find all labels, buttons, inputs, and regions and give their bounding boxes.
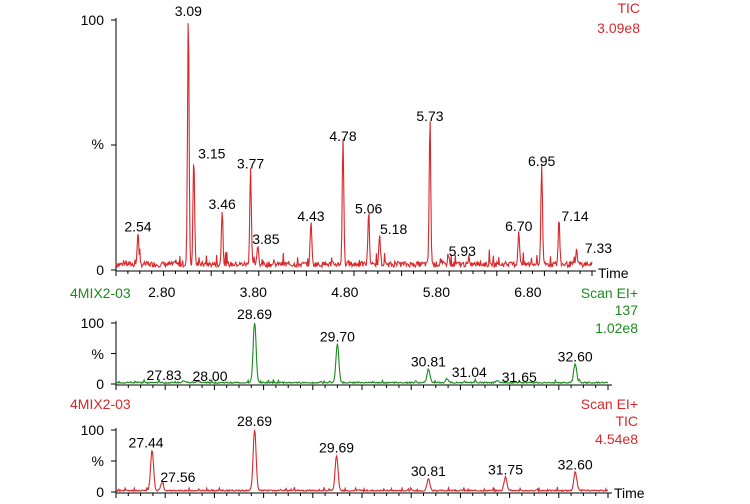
- p1-peak-label: 6.95: [528, 153, 555, 169]
- p1-peak-label: 7.14: [561, 208, 588, 224]
- p1-peak-label: 4.43: [297, 208, 324, 224]
- p3-peak-label: 30.81: [411, 463, 446, 479]
- p3-peak-label: 31.75: [488, 461, 523, 477]
- p3-peak-label: 27.44: [129, 435, 164, 451]
- p1-peak-label: 5.73: [416, 108, 443, 124]
- p1-x-tick-label: 2.80: [148, 284, 175, 300]
- p2-y-mid-label: %: [92, 346, 104, 362]
- p1-x-tick-label: 4.80: [331, 284, 358, 300]
- p2-peak-label: 31.65: [502, 369, 537, 385]
- p3-sample-name: 4MIX2-03: [70, 396, 131, 412]
- p1-x-tick-label: 6.80: [514, 284, 541, 300]
- p1-peak-label: 3.15: [198, 146, 225, 162]
- p1-peak-label: 3.46: [209, 196, 236, 212]
- p2-peak-label: 30.81: [411, 354, 446, 370]
- p1-trace-intensity: 3.09e8: [597, 20, 640, 36]
- p3-y-top-label: 100: [81, 422, 105, 438]
- p3-peak-label: 29.69: [319, 440, 354, 456]
- p2-y-top-label: 100: [81, 315, 105, 331]
- p1-x-tick-label: 5.80: [423, 284, 450, 300]
- p1-y-mid-label: %: [92, 136, 104, 152]
- chart-marks: 2.80 3.80 4.80 5.80 6.80 2.54 3.09 3.15 3.46 3.77…: [111, 3, 612, 498]
- p2-intensity: 1.02e8: [595, 320, 638, 336]
- p1-peak-label: 4.78: [329, 128, 356, 144]
- p3-scan-type: Scan EI+: [581, 396, 638, 412]
- p1-peak-label: 3.77: [237, 156, 264, 172]
- p2-sample-name: 4MIX2-03: [70, 285, 131, 301]
- p1-peak-label: 5.06: [355, 201, 382, 217]
- p2-peak-label: 27.83: [147, 367, 182, 383]
- p2-y-zero-label: 0: [96, 376, 104, 392]
- p3-trace-line: [115, 429, 609, 494]
- p1-peak-label: 7.33: [585, 240, 612, 256]
- p3-peak-label: 32.60: [558, 456, 593, 472]
- p1-y-zero-label: 0: [96, 262, 104, 278]
- p2-peak-label: 28.69: [237, 306, 272, 322]
- p3-peak-label: 27.56: [160, 469, 195, 485]
- p1-x-axis-title: Time: [598, 265, 629, 281]
- p1-peak-label: 3.85: [252, 231, 279, 247]
- p2-scan-type: Scan EI+: [581, 285, 638, 301]
- p2-peak-label: 29.70: [320, 329, 355, 345]
- p2-mass: 137: [615, 302, 639, 318]
- p1-peak-label: 5.93: [449, 243, 476, 259]
- p3-peak-label: 28.69: [237, 413, 272, 429]
- p1-peak-label: 6.70: [505, 218, 532, 234]
- p3-y-zero-label: 0: [96, 484, 104, 499]
- p1-peak-label: 5.18: [380, 221, 407, 237]
- p2-peak-label: 28.00: [192, 368, 227, 384]
- p3-intensity: 4.54e8: [595, 431, 638, 447]
- p1-y-top-label: 100: [81, 12, 105, 28]
- p3-x-axis-title: Time: [614, 485, 645, 499]
- p1-trace-line: [115, 23, 593, 270]
- p1-trace-title: TIC: [617, 0, 640, 16]
- p2-trace-line: [115, 322, 609, 385]
- p3-y-mid-label: %: [92, 453, 104, 469]
- p3-trace-title: TIC: [615, 413, 638, 429]
- p1-peak-label: 2.54: [124, 219, 151, 235]
- p2-peak-label: 32.60: [558, 349, 593, 365]
- p1-peak-label: 3.09: [175, 3, 202, 19]
- p2-peak-label: 31.04: [452, 364, 487, 380]
- p1-x-tick-label: 3.80: [240, 284, 267, 300]
